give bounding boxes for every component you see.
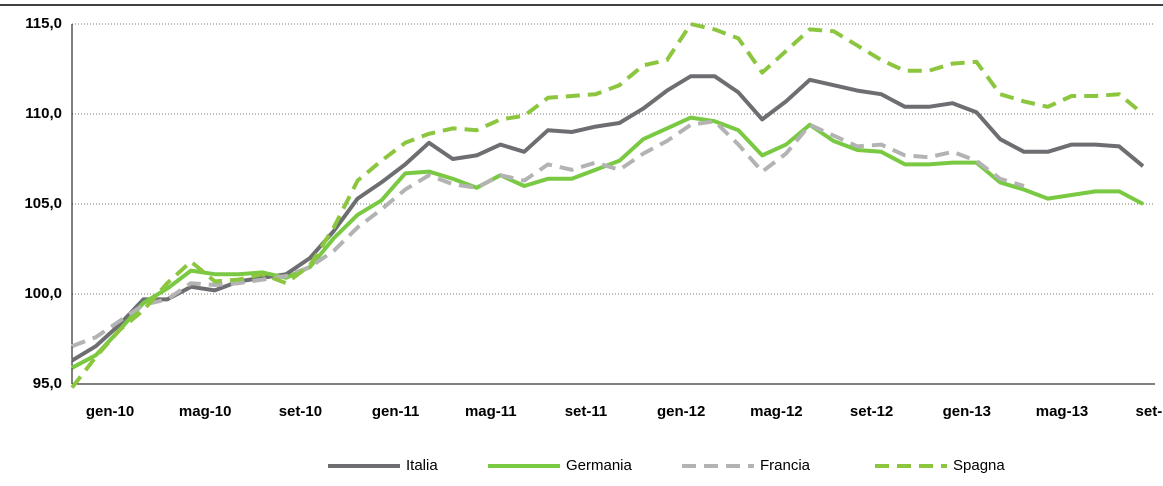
x-tick-label: gen-13 bbox=[943, 403, 991, 420]
x-tick-label: mag-11 bbox=[465, 403, 517, 420]
x-tick-label: mag-12 bbox=[750, 403, 803, 420]
y-tick-label: 110,0 bbox=[25, 105, 62, 122]
x-tick-label: gen-11 bbox=[372, 403, 420, 420]
legend-label: Italia bbox=[406, 457, 438, 474]
x-tick-label: mag-10 bbox=[179, 403, 232, 420]
series-line bbox=[71, 119, 1025, 349]
legend-label: Germania bbox=[566, 457, 633, 474]
x-tick-label: gen-10 bbox=[86, 403, 134, 420]
x-tick-label: set-10 bbox=[279, 403, 322, 420]
y-tick-label: 95,0 bbox=[33, 375, 62, 392]
x-tick-label: set-13 bbox=[1136, 403, 1163, 420]
x-tick-label: set-11 bbox=[565, 403, 608, 420]
y-tick-label: 105,0 bbox=[24, 195, 62, 212]
x-tick-label: mag-13 bbox=[1036, 403, 1089, 420]
series-line bbox=[71, 115, 1144, 370]
y-tick-label: 115,0 bbox=[25, 15, 62, 32]
legend-label: Spagna bbox=[953, 457, 1005, 474]
legend-label: Francia bbox=[760, 457, 811, 474]
series-line bbox=[70, 22, 1145, 389]
x-tick-label: set-12 bbox=[850, 403, 893, 420]
series-line bbox=[70, 74, 1145, 363]
y-tick-label: 100,0 bbox=[24, 285, 62, 302]
x-tick-label: gen-12 bbox=[657, 403, 705, 420]
